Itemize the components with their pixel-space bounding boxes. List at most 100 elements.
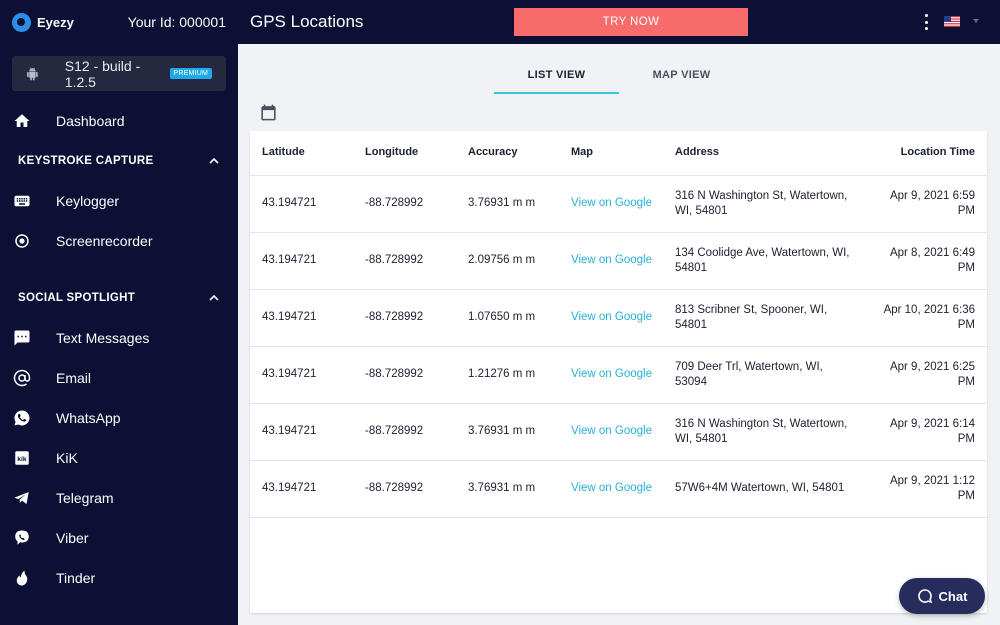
sidebar-item-whatsapp[interactable]: WhatsApp xyxy=(0,398,238,438)
sidebar-item-label: WhatsApp xyxy=(56,410,121,426)
address-cell: 813 Scribner St, Spooner, WI, 54801 xyxy=(675,303,828,332)
chevron-up-icon xyxy=(209,294,219,301)
home-icon xyxy=(12,111,32,131)
table-row: 43.194721 -88.728992 3.76931 m m View on… xyxy=(250,176,987,233)
sidebar-item-label: Screenrecorder xyxy=(56,233,153,249)
sidebar-item-label: Email xyxy=(56,370,92,386)
calendar-icon[interactable] xyxy=(259,103,278,122)
location-time-cell: Apr 10, 2021 6:36 PM xyxy=(883,303,975,332)
address-cell: 316 N Washington St, Watertown, WI, 5480… xyxy=(675,417,848,446)
tab-map-view[interactable]: MAP VIEW xyxy=(652,69,711,81)
device-label: S12 - build - 1.2.5 xyxy=(64,57,141,90)
sidebar-item-label: Dashboard xyxy=(56,113,125,129)
latitude-cell: 43.194721 xyxy=(262,311,317,324)
location-time-cell: Apr 9, 2021 6:59 PM xyxy=(889,189,975,218)
premium-badge: PREMIUM xyxy=(169,68,212,79)
longitude-cell: -88.728992 xyxy=(365,254,424,267)
top-bar: GPS Locations TRY NOW xyxy=(238,0,1000,44)
column-header-longitude[interactable]: Longitude xyxy=(365,146,419,159)
android-icon xyxy=(27,67,38,80)
accuracy-cell: 3.76931 m m xyxy=(468,482,536,495)
sidebar-item-viber[interactable]: Viber xyxy=(0,518,238,558)
sidebar-item-label: KiK xyxy=(56,450,78,466)
latitude-cell: 43.194721 xyxy=(262,482,317,495)
brand-row: Eyezy Your Id: 000001 xyxy=(0,0,238,44)
location-time-cell: Apr 9, 2021 1:12 PM xyxy=(889,474,975,503)
more-options-icon[interactable] xyxy=(922,14,930,30)
latitude-cell: 43.194721 xyxy=(262,425,317,438)
message-icon xyxy=(12,328,32,348)
record-icon xyxy=(12,231,32,251)
section-social-spotlight[interactable]: SOCIAL SPOTLIGHT xyxy=(0,278,238,318)
sidebar-item-tinder[interactable]: Tinder xyxy=(0,558,238,598)
sidebar-item-label: Telegram xyxy=(56,490,114,506)
address-cell: 57W6+4M Watertown, WI, 54801 xyxy=(675,482,845,495)
table-header: Latitude Longitude Accuracy Map Address … xyxy=(250,131,987,176)
tab-list-view[interactable]: LIST VIEW xyxy=(494,66,619,94)
page-title: GPS Locations xyxy=(250,12,364,31)
longitude-cell: -88.728992 xyxy=(365,425,424,438)
sidebar-item-email[interactable]: Email xyxy=(0,358,238,398)
longitude-cell: -88.728992 xyxy=(365,197,424,210)
column-header-accuracy[interactable]: Accuracy xyxy=(468,146,518,159)
view-on-google-link[interactable]: View on Google xyxy=(571,368,652,381)
telegram-icon xyxy=(12,488,32,508)
column-header-location-time[interactable]: Location Time xyxy=(900,146,975,159)
viber-icon xyxy=(12,528,32,548)
location-time-cell: Apr 9, 2021 6:14 PM xyxy=(889,417,975,446)
locations-table: Latitude Longitude Accuracy Map Address … xyxy=(250,131,987,613)
kik-icon: kik xyxy=(12,448,32,468)
address-cell: 316 N Washington St, Watertown, WI, 5480… xyxy=(675,189,848,218)
table-row: 43.194721 -88.728992 1.07650 m m View on… xyxy=(250,290,987,347)
us-flag-icon[interactable] xyxy=(944,16,960,27)
flame-icon xyxy=(12,568,32,588)
view-on-google-link[interactable]: View on Google xyxy=(571,254,652,267)
sidebar-item-telegram[interactable]: Telegram xyxy=(0,478,238,518)
location-time-cell: Apr 9, 2021 6:25 PM xyxy=(889,360,975,389)
language-dropdown-caret-icon[interactable] xyxy=(973,19,979,23)
view-on-google-link[interactable]: View on Google xyxy=(571,482,652,495)
sidebar-item-screenrecorder[interactable]: Screenrecorder xyxy=(0,221,238,261)
chevron-up-icon xyxy=(209,157,219,164)
column-header-map[interactable]: Map xyxy=(571,146,593,159)
longitude-cell: -88.728992 xyxy=(365,482,424,495)
table-row: 43.194721 -88.728992 3.76931 m m View on… xyxy=(250,461,987,518)
try-now-button[interactable]: TRY NOW xyxy=(514,8,748,36)
sidebar-item-label: Tinder xyxy=(56,570,96,586)
accuracy-cell: 3.76931 m m xyxy=(468,197,536,210)
sidebar-item-label: Keylogger xyxy=(56,193,120,209)
user-id: Your Id: 000001 xyxy=(127,14,226,30)
view-on-google-link[interactable]: View on Google xyxy=(571,311,652,324)
chat-label: Chat xyxy=(938,588,968,604)
chat-bubble-icon xyxy=(917,589,932,604)
keyboard-icon xyxy=(12,191,32,211)
longitude-cell: -88.728992 xyxy=(365,368,424,381)
accuracy-cell: 2.09756 m m xyxy=(468,254,536,267)
brand-name: Eyezy xyxy=(37,14,74,30)
sidebar-item-dashboard[interactable]: Dashboard xyxy=(0,101,238,141)
eyezy-logo-icon xyxy=(12,12,31,32)
column-header-address[interactable]: Address xyxy=(675,146,720,159)
section-keystroke-capture[interactable]: KEYSTROKE CAPTURE xyxy=(0,141,238,181)
column-header-latitude[interactable]: Latitude xyxy=(262,146,305,159)
view-on-google-link[interactable]: View on Google xyxy=(571,197,652,210)
table-row: 43.194721 -88.728992 2.09756 m m View on… xyxy=(250,233,987,290)
svg-text:kik: kik xyxy=(17,456,27,463)
sidebar-item-text-messages[interactable]: Text Messages xyxy=(0,318,238,358)
sidebar: Eyezy Your Id: 000001 S12 - build - 1.2.… xyxy=(0,0,238,625)
table-row: 43.194721 -88.728992 3.76931 m m View on… xyxy=(250,404,987,461)
sidebar-item-keylogger[interactable]: Keylogger xyxy=(0,181,238,221)
sidebar-item-kik[interactable]: kik KiK xyxy=(0,438,238,478)
view-on-google-link[interactable]: View on Google xyxy=(571,425,652,438)
section-title: SOCIAL SPOTLIGHT xyxy=(18,292,136,304)
accuracy-cell: 1.07650 m m xyxy=(468,311,536,324)
whatsapp-icon xyxy=(12,408,32,428)
logo[interactable]: Eyezy xyxy=(12,12,74,32)
section-title: KEYSTROKE CAPTURE xyxy=(18,155,154,167)
sidebar-item-label: Viber xyxy=(56,530,89,546)
device-selector[interactable]: S12 - build - 1.2.5 PREMIUM xyxy=(12,56,226,91)
sidebar-item-label: Text Messages xyxy=(56,330,150,346)
latitude-cell: 43.194721 xyxy=(262,197,317,210)
chat-button[interactable]: Chat xyxy=(899,578,985,614)
at-sign-icon xyxy=(12,368,32,388)
